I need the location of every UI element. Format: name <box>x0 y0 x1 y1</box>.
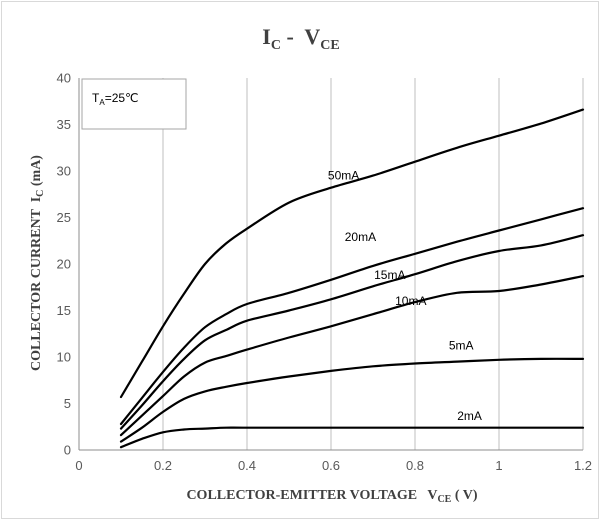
annotation-box <box>81 78 187 130</box>
x-axis-label: COLLECTOR-EMITTER VOLTAGE VCE ( V) <box>186 488 477 505</box>
series-labels: 50mA 20mA 15mA 10mA 5mA 2mA <box>328 168 482 423</box>
series-label-15ma: 15mA <box>374 268 405 282</box>
y-axis-label-main: COLLECTOR CURRENT I <box>29 197 44 371</box>
grid <box>162 78 584 450</box>
series-line-5ma <box>119 357 585 443</box>
series-label-5ma: 5mA <box>449 339 474 353</box>
y-tick-label: 40 <box>57 71 71 86</box>
y-axis-label-unit: (mA) <box>29 155 44 190</box>
y-tick-label: 15 <box>57 303 71 318</box>
series-label-50ma: 50mA <box>328 168 359 182</box>
series-label-10ma: 10mA <box>395 294 426 308</box>
y-tick-label: 25 <box>57 210 71 225</box>
y-ticks: 0 5 10 15 20 25 30 35 40 <box>57 71 71 458</box>
y-axis-label: COLLECTOR CURRENT IC (mA) <box>29 155 46 371</box>
series-line-2ma <box>119 426 585 449</box>
x-tick-label: 1.2 <box>574 458 592 473</box>
y-tick-label: 0 <box>64 443 71 458</box>
series-lines <box>119 108 585 449</box>
x-axis-label-unit: ( V) <box>451 488 478 503</box>
y-tick-label: 30 <box>57 164 71 179</box>
title-sep: - V <box>281 24 320 49</box>
x-tick-label: 0.4 <box>238 458 256 473</box>
x-axis-label-sub: CE <box>437 494 451 505</box>
annotation-sub: A <box>99 98 105 107</box>
axes <box>78 78 583 451</box>
x-tick-label: 1 <box>495 458 502 473</box>
y-axis-label-sub: C <box>35 190 46 197</box>
series-line-20ma <box>119 207 585 426</box>
y-tick-label: 5 <box>64 396 71 411</box>
series-line-50ma <box>119 108 585 399</box>
x-tick-label: 0.6 <box>322 458 340 473</box>
x-tick-label: 0 <box>75 458 82 473</box>
y-tick-label: 10 <box>57 350 71 365</box>
y-tick-label: 20 <box>57 257 71 272</box>
title-sub2: CE <box>320 38 339 53</box>
series-line-15ma <box>119 234 585 430</box>
chart-title: IC - VCE <box>262 24 339 53</box>
annotation-main: T <box>92 91 100 105</box>
y-tick-label: 35 <box>57 117 71 132</box>
x-ticks: 0 0.2 0.4 0.6 0.8 1 1.2 <box>75 458 592 473</box>
x-tick-label: 0.8 <box>406 458 424 473</box>
x-axis-label-main: COLLECTOR-EMITTER VOLTAGE V <box>186 488 437 503</box>
title-sub1: C <box>271 38 281 53</box>
series-line-10ma <box>119 275 585 437</box>
title-main: I <box>262 24 271 49</box>
series-label-20ma: 20mA <box>345 230 376 244</box>
annotation-text: TA=25℃ <box>92 91 139 107</box>
annotation-rest: =25℃ <box>105 91 139 105</box>
series-label-2ma: 2mA <box>457 409 482 423</box>
x-tick-label: 0.2 <box>154 458 172 473</box>
